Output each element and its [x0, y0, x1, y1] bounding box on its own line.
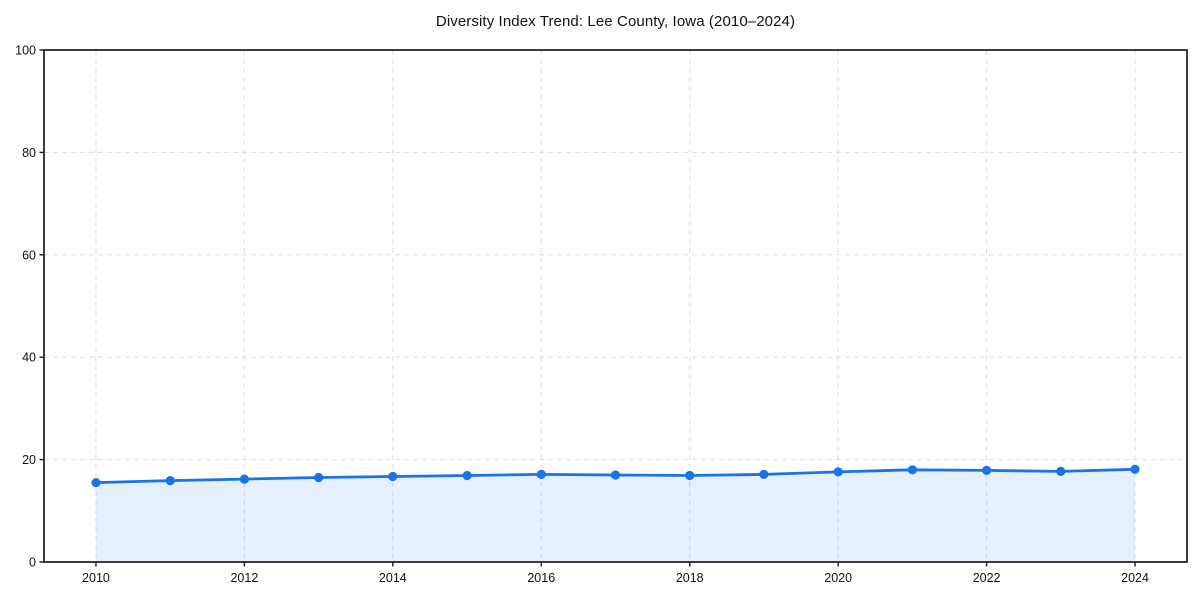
y-tick-label-0: 0 — [29, 556, 36, 570]
data-point-2019 — [759, 469, 769, 479]
plot-border — [43, 49, 1188, 563]
data-point-2016 — [536, 469, 546, 479]
data-point-2021 — [907, 465, 918, 475]
data-point-2015 — [462, 470, 472, 481]
data-point-2023 — [1056, 466, 1066, 476]
x-tick-label-2024: 2024 — [1121, 571, 1149, 585]
data-point-2022 — [982, 465, 992, 475]
chart-title: Diversity Index Trend: Lee County, Iowa … — [435, 13, 796, 30]
y-tick-label-20: 20 — [22, 453, 36, 467]
x-tick-label-2018: 2018 — [676, 571, 704, 585]
data-point-2020 — [833, 467, 843, 477]
y-tick-label-100: 100 — [15, 44, 36, 58]
y-tick-label-40: 40 — [22, 351, 36, 365]
data-point-2017 — [610, 470, 621, 480]
y-tick-label-60: 60 — [22, 248, 36, 262]
x-tick-label-2010: 2010 — [82, 571, 110, 585]
x-tick-label-2016: 2016 — [527, 571, 555, 585]
x-tick-label-2020: 2020 — [824, 571, 852, 585]
data-point-2013 — [314, 472, 324, 483]
x-tick-label-2012: 2012 — [230, 571, 258, 585]
data-point-2024 — [1130, 464, 1140, 474]
data-point-2012 — [239, 474, 249, 484]
data-point-2014 — [388, 471, 398, 482]
data-point-2018 — [685, 470, 695, 481]
data-point-2010 — [91, 478, 101, 488]
x-tick-label-2014: 2014 — [379, 571, 407, 585]
y-tick-label-80: 80 — [22, 146, 36, 160]
trend-area — [96, 469, 1135, 562]
x-tick-label-2022: 2022 — [973, 571, 1001, 585]
data-point-2011 — [165, 476, 175, 486]
